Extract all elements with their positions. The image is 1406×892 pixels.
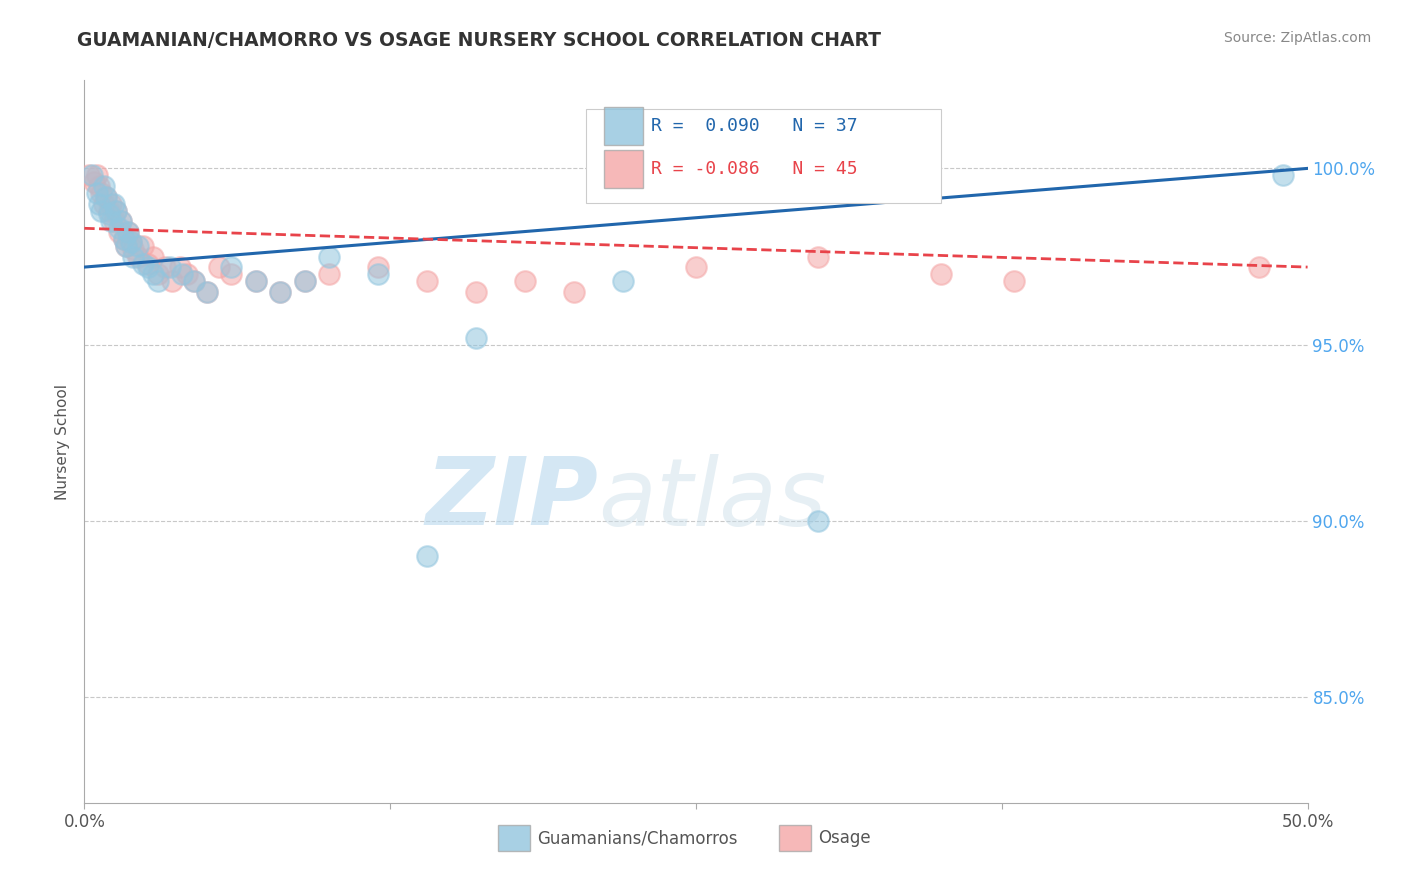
Point xyxy=(513,274,536,288)
Point xyxy=(245,274,267,288)
Point xyxy=(807,514,830,528)
Point xyxy=(318,267,340,281)
Point xyxy=(112,232,135,246)
Point xyxy=(115,239,138,253)
Point xyxy=(90,203,112,218)
Point xyxy=(97,203,120,218)
Point xyxy=(612,274,634,288)
Y-axis label: Nursery School: Nursery School xyxy=(55,384,70,500)
Point xyxy=(112,232,135,246)
Point xyxy=(83,176,105,190)
Point xyxy=(122,250,145,264)
Point xyxy=(127,250,149,264)
Text: atlas: atlas xyxy=(598,454,827,545)
Text: R = -0.086   N = 45: R = -0.086 N = 45 xyxy=(651,161,858,178)
Point xyxy=(169,260,191,274)
Point xyxy=(120,235,142,250)
Point xyxy=(294,274,316,288)
Point xyxy=(685,260,707,274)
Point xyxy=(103,214,125,228)
Text: GUAMANIAN/CHAMORRO VS OSAGE NURSERY SCHOOL CORRELATION CHART: GUAMANIAN/CHAMORRO VS OSAGE NURSERY SCHO… xyxy=(77,31,882,50)
Point xyxy=(153,260,176,274)
Point xyxy=(172,267,194,281)
Point xyxy=(318,250,340,264)
FancyBboxPatch shape xyxy=(586,109,941,203)
Point xyxy=(269,285,291,299)
Point xyxy=(80,169,103,183)
Point xyxy=(1002,274,1025,288)
Point xyxy=(107,225,129,239)
Point xyxy=(100,214,122,228)
Point xyxy=(115,239,138,253)
Point xyxy=(86,169,108,183)
Point xyxy=(142,267,165,281)
Point xyxy=(96,189,118,203)
Point xyxy=(136,256,159,270)
Point xyxy=(162,274,184,288)
Point xyxy=(100,196,122,211)
Point xyxy=(208,260,231,274)
Text: R =  0.090   N = 37: R = 0.090 N = 37 xyxy=(651,117,858,135)
Point xyxy=(195,285,218,299)
Point xyxy=(90,186,112,200)
Point xyxy=(1247,260,1270,274)
Point xyxy=(105,203,128,218)
FancyBboxPatch shape xyxy=(605,151,644,188)
Text: Source: ZipAtlas.com: Source: ZipAtlas.com xyxy=(1223,31,1371,45)
Point xyxy=(1272,169,1295,183)
Point xyxy=(127,239,149,253)
Point xyxy=(96,189,118,203)
Point xyxy=(562,285,585,299)
FancyBboxPatch shape xyxy=(779,825,811,851)
Point xyxy=(93,179,115,194)
Point xyxy=(183,274,205,288)
Point xyxy=(219,267,242,281)
Point xyxy=(87,196,110,211)
Point xyxy=(103,196,125,211)
Point xyxy=(269,285,291,299)
Point xyxy=(416,274,439,288)
Point xyxy=(183,274,205,288)
Point xyxy=(219,260,242,274)
Point xyxy=(294,274,316,288)
Point xyxy=(807,250,830,264)
Point xyxy=(120,235,142,250)
Point xyxy=(122,243,145,257)
Point xyxy=(117,225,139,239)
Point xyxy=(107,221,129,235)
Point xyxy=(367,267,389,281)
Point xyxy=(464,285,486,299)
Text: Osage: Osage xyxy=(818,830,870,847)
Point xyxy=(367,260,389,274)
Point xyxy=(142,250,165,264)
Point xyxy=(87,179,110,194)
Point xyxy=(136,260,159,274)
Point xyxy=(146,274,169,288)
Point xyxy=(464,330,486,344)
FancyBboxPatch shape xyxy=(498,825,530,851)
Point xyxy=(97,207,120,221)
Text: ZIP: ZIP xyxy=(425,453,598,545)
Point xyxy=(86,186,108,200)
Point xyxy=(105,203,128,218)
Point xyxy=(110,214,132,228)
Point xyxy=(929,267,952,281)
Point xyxy=(195,285,218,299)
Point xyxy=(159,260,181,274)
FancyBboxPatch shape xyxy=(605,107,644,145)
Point xyxy=(245,274,267,288)
Point xyxy=(77,169,100,183)
Point xyxy=(117,225,139,239)
Point xyxy=(146,267,169,281)
Point xyxy=(93,196,115,211)
Point xyxy=(132,239,155,253)
Point xyxy=(176,267,198,281)
Point xyxy=(416,549,439,563)
Point xyxy=(132,256,155,270)
Point xyxy=(110,214,132,228)
Text: Guamanians/Chamorros: Guamanians/Chamorros xyxy=(537,830,738,847)
